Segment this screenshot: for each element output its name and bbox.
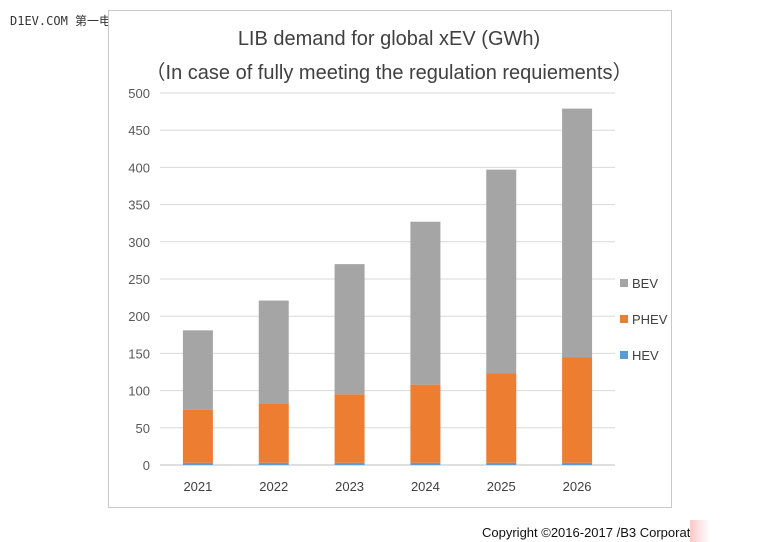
- bar-phev-2023: [334, 394, 365, 463]
- bar-bev-2026: [562, 108, 593, 358]
- legend-label-bev: BEV: [632, 276, 658, 291]
- bar-phev-2021: [182, 409, 213, 463]
- bar-phev-2026: [562, 357, 593, 463]
- copyright-accent: [690, 520, 710, 542]
- bar-phev-2024: [410, 384, 441, 463]
- chart-subtitle: （In case of fully meeting the regulation…: [145, 62, 633, 84]
- y-tick-label: 500: [128, 86, 150, 101]
- bar-bev-2021: [182, 330, 213, 410]
- bar-bev-2024: [410, 221, 441, 385]
- y-tick-label: 150: [128, 346, 150, 361]
- y-tick-label: 250: [128, 272, 150, 287]
- x-axis: 2021 2022 2023 2024 2025 2026: [183, 479, 591, 494]
- legend-swatch-bev: [620, 279, 628, 287]
- y-tick-label: 50: [136, 421, 150, 436]
- y-tick-label: 300: [128, 235, 150, 250]
- bar-hev-2023: [334, 462, 365, 465]
- legend-label-hev: HEV: [632, 348, 659, 363]
- bar-phev-2025: [486, 373, 517, 463]
- legend-swatch-phev: [620, 315, 628, 323]
- bar-hev-2022: [258, 462, 289, 465]
- y-tick-label: 0: [143, 458, 150, 473]
- bar-bev-2022: [258, 300, 289, 404]
- legend: BEV PHEV HEV: [620, 276, 668, 363]
- x-tick-label: 2023: [335, 479, 364, 494]
- bar-hev-2026: [562, 462, 593, 465]
- bar-hev-2025: [486, 462, 517, 465]
- x-tick-label: 2026: [563, 479, 592, 494]
- chart-title: LIB demand for global xEV (GWh): [237, 28, 541, 50]
- bar-hev-2021: [182, 462, 213, 465]
- legend-swatch-hev: [620, 351, 628, 359]
- bar-bev-2023: [334, 264, 365, 395]
- x-tick-label: 2024: [411, 479, 440, 494]
- copyright-text: Copyright ©2016-2017 /B3 Corporation: [482, 525, 708, 540]
- y-tick-label: 400: [128, 160, 150, 175]
- bar-phev-2022: [258, 403, 289, 463]
- bar-bev-2025: [486, 169, 517, 374]
- y-tick-label: 450: [128, 123, 150, 138]
- x-tick-label: 2022: [259, 479, 288, 494]
- legend-label-phev: PHEV: [632, 312, 668, 327]
- y-axis: 0 50 100 150 200 250 300 350 400 450 500: [128, 86, 150, 473]
- bar-hev-2024: [410, 462, 441, 465]
- bars: [182, 108, 593, 465]
- x-tick-label: 2025: [487, 479, 516, 494]
- x-tick-label: 2021: [183, 479, 212, 494]
- y-tick-label: 100: [128, 384, 150, 399]
- gridlines: [160, 92, 615, 466]
- y-tick-label: 350: [128, 198, 150, 213]
- watermark-text: D1EV.COM 第一电动: [10, 14, 124, 28]
- y-tick-label: 200: [128, 309, 150, 324]
